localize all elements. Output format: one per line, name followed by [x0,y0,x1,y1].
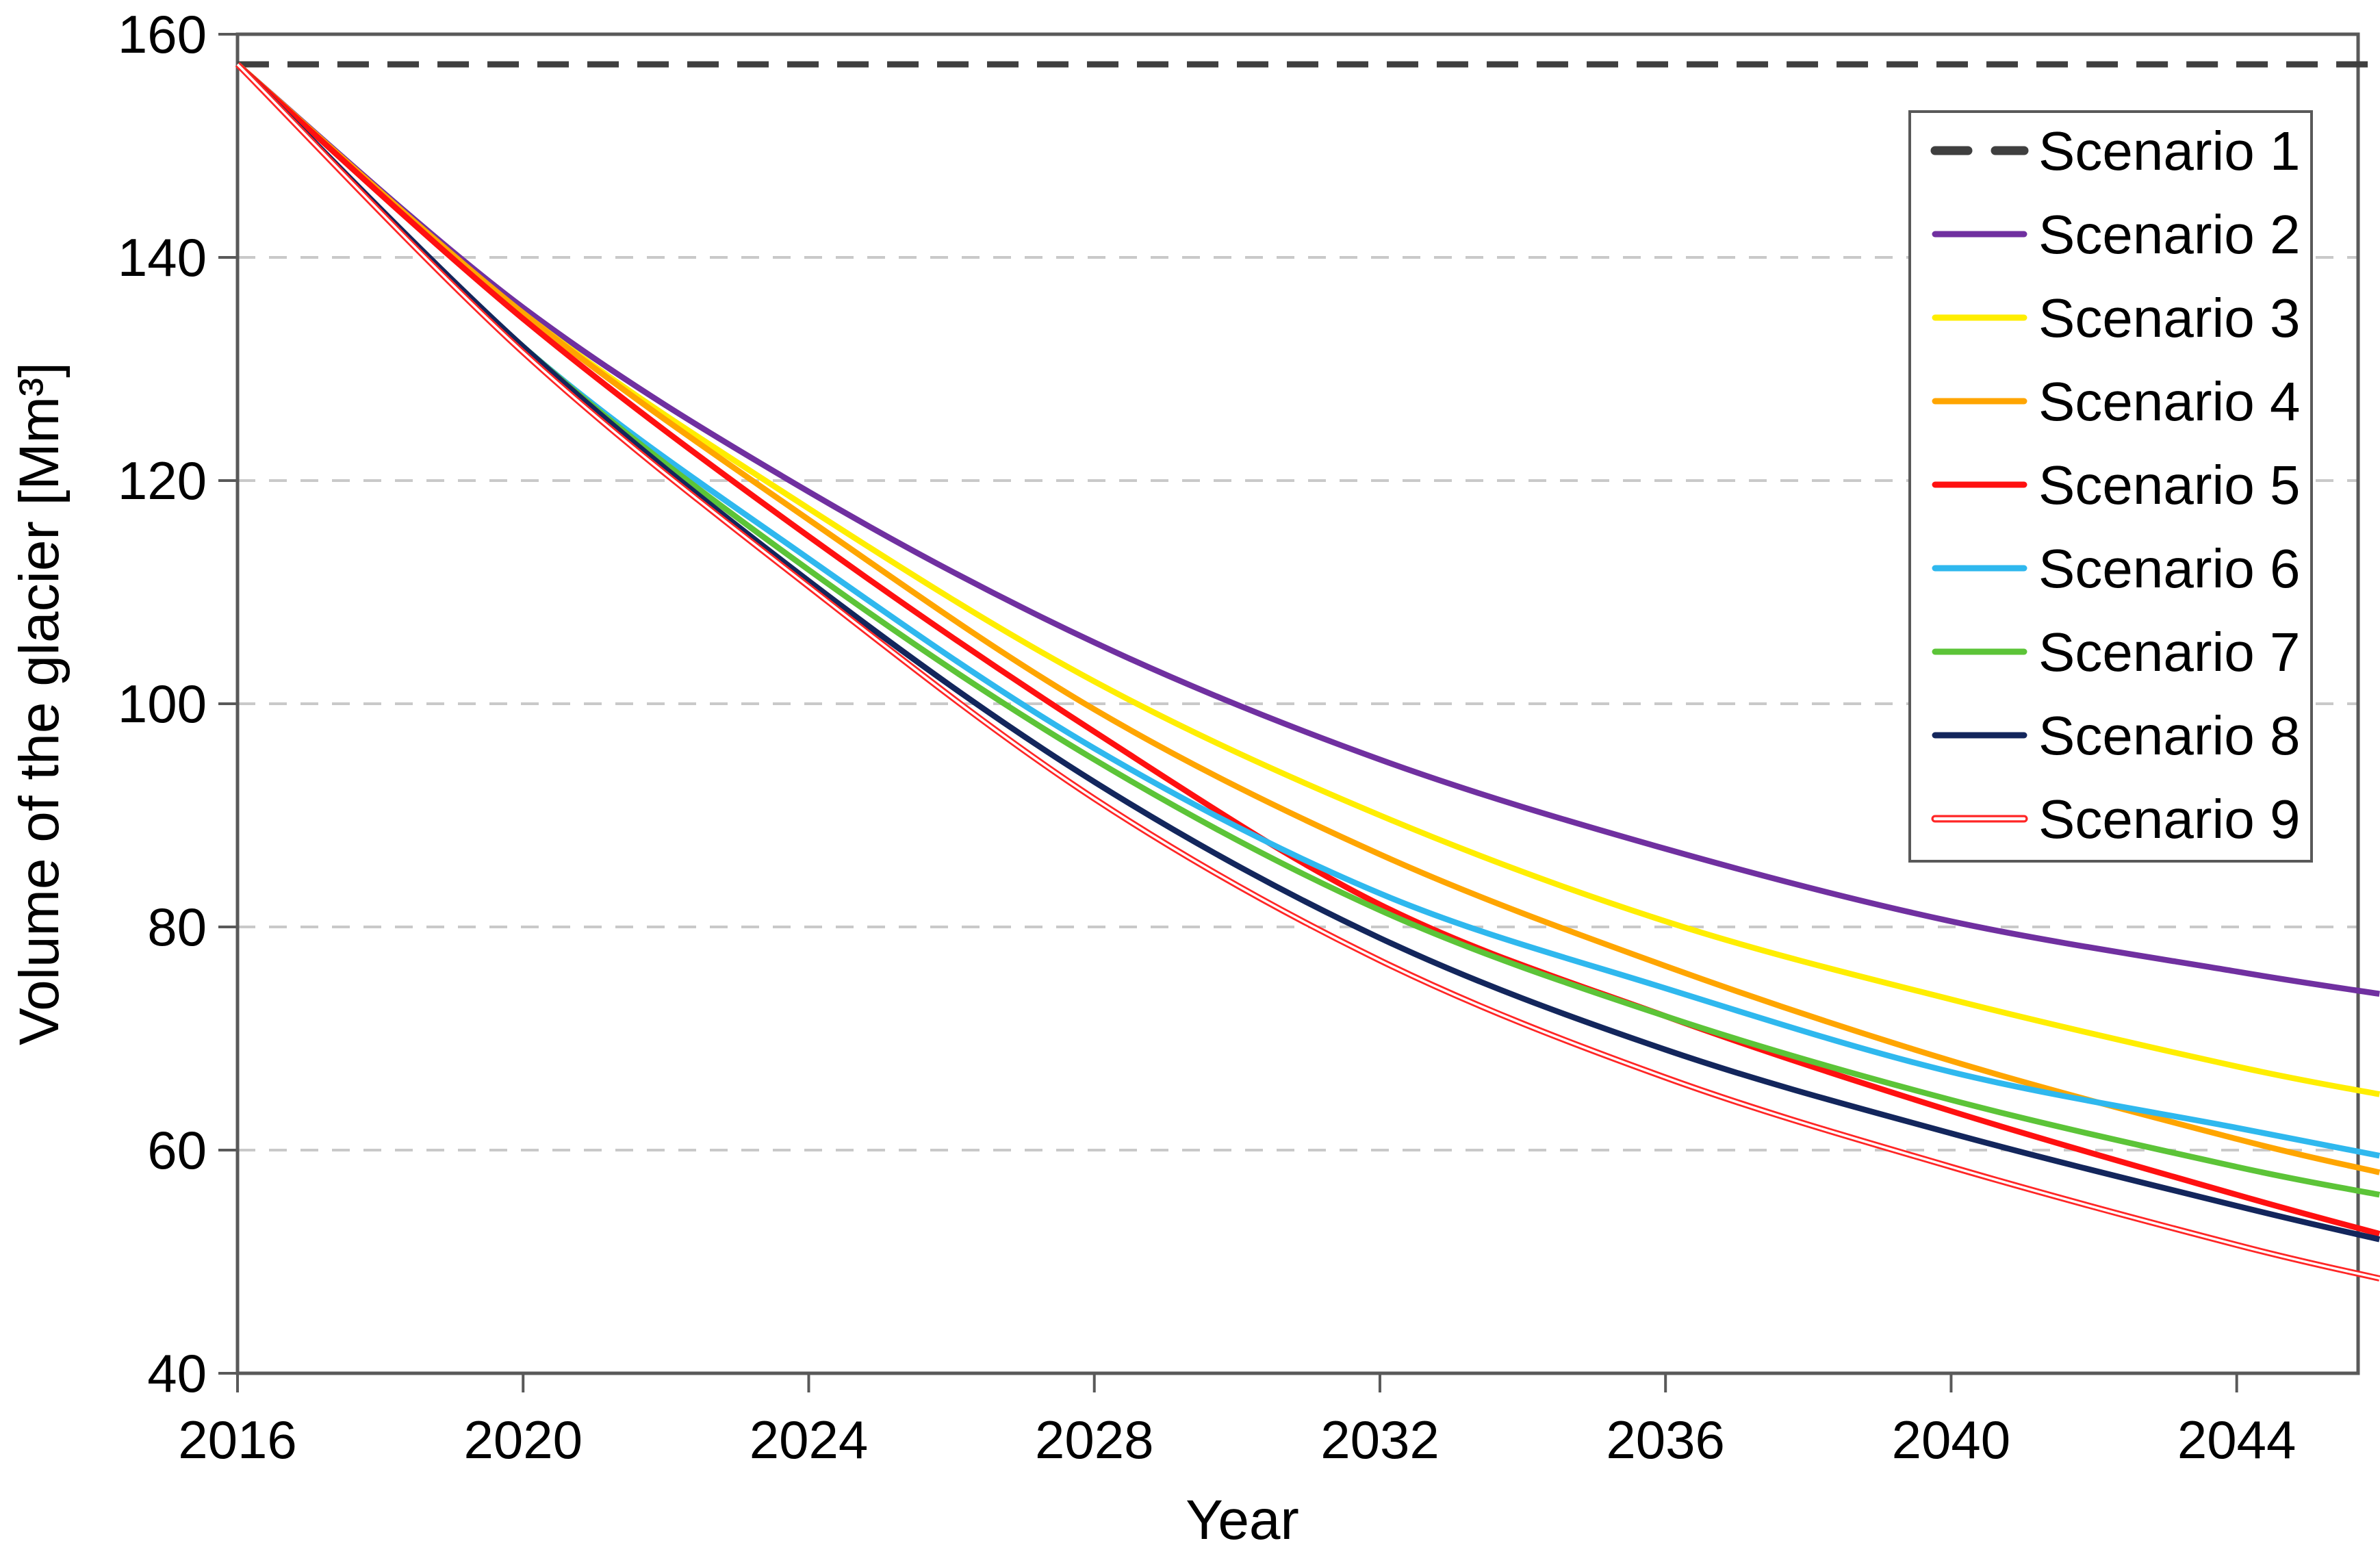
series-line-core-scenario-9 [236,63,2380,1280]
x-tick-label-2016: 2016 [178,1410,297,1470]
legend: Scenario 1 Scenario 2 Scenario 3 Scenario 4… [1908,110,2313,863]
legend-label-3: Scenario 3 [2038,288,2300,348]
legend-item-scenario-3: Scenario 3 [1932,288,2300,348]
legend-label-8: Scenario 8 [2038,705,2300,766]
x-tick-label-2036: 2036 [1606,1410,1725,1470]
y-tick-label-140: 140 [118,227,207,288]
y-tick-label-160: 160 [118,4,207,64]
y-tick-label-120: 120 [118,450,207,511]
legend-item-scenario-1: Scenario 1 [1930,120,2300,181]
legend-label-7: Scenario 7 [2038,622,2300,683]
legend-label-1: Scenario 1 [2038,120,2300,181]
axes [218,32,2360,1392]
y-tick-label-60: 60 [147,1120,207,1180]
legend-item-scenario-6: Scenario 6 [1932,538,2300,599]
x-tick-label-2040: 2040 [1892,1410,2011,1470]
x-tick-label-2028: 2028 [1035,1410,1154,1470]
legend-item-scenario-4: Scenario 4 [1932,371,2300,432]
series-line-scenario-2 [235,62,2380,997]
legend-item-scenario-2: Scenario 2 [1932,204,2300,265]
data-series [235,61,2380,1282]
legend-item-scenario-9: Scenario 9 [1931,789,2300,850]
x-tick-label-2032: 2032 [1320,1410,1439,1470]
x-tick-label-2020: 2020 [463,1410,583,1470]
series-line-scenario-8 [235,62,2380,1243]
x-tick-label-2024: 2024 [750,1410,869,1470]
legend-item-scenario-8: Scenario 8 [1932,705,2300,766]
x-axis-title: Year [1186,1489,1299,1551]
legend-label-6: Scenario 6 [2038,538,2300,599]
series-line-scenario-5 [235,62,2380,1237]
legend-label-2: Scenario 2 [2038,204,2300,265]
y-tick-label-40: 40 [147,1343,207,1403]
legend-item-scenario-5: Scenario 5 [1932,455,2300,515]
legend-label-5: Scenario 5 [2038,455,2300,515]
y-tick-label-80: 80 [147,897,207,957]
y-tick-label-100: 100 [118,674,207,734]
tick-labels: 2016 2020 2024 2028 2032 2036 2040 2044 40 60 80 10… [118,4,2296,1470]
x-tick-label-2044: 2044 [2177,1410,2296,1470]
legend-label-4: Scenario 4 [2038,371,2300,432]
y-axis-title: Volume of the glacier [Mm³] [8,362,71,1045]
legend-label-9: Scenario 9 [2038,789,2300,850]
legend-item-scenario-7: Scenario 7 [1932,622,2300,683]
